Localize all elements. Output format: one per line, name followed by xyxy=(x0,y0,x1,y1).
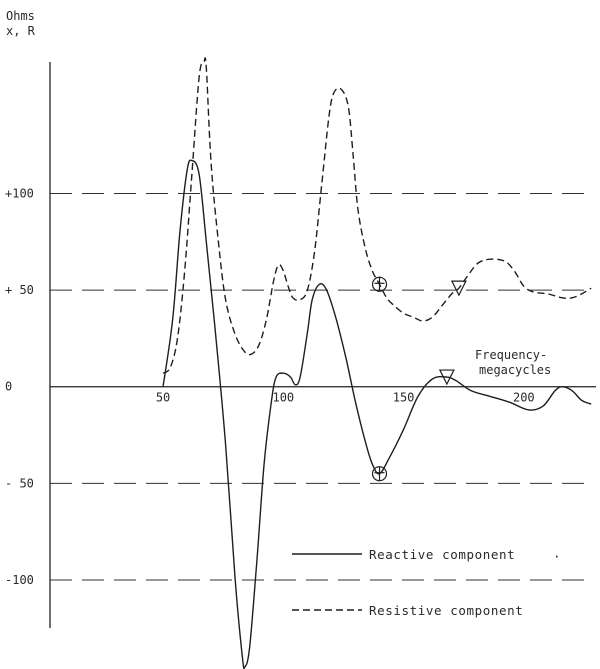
y-axis-title-line1: Ohms xyxy=(6,9,35,23)
x-tick-label: 150 xyxy=(393,391,415,405)
x-tick-label: 200 xyxy=(513,391,535,405)
circle-cross-marker xyxy=(371,466,388,482)
data-series xyxy=(162,57,592,669)
legend-label-resistive: Resistive component xyxy=(369,603,523,618)
x-tick-label: 100 xyxy=(272,391,294,405)
x-axis-title-line2: megacycles xyxy=(479,363,551,377)
tick-labels: +100 + 50 0 - 50 -100 50 100 150 200 xyxy=(5,186,535,587)
circle-cross-marker xyxy=(371,276,388,292)
y-tick-label: + 50 xyxy=(5,283,34,297)
triangle-down-marker xyxy=(438,369,455,386)
y-axis-title-line2: x, R xyxy=(6,24,36,38)
x-axis-title-line1: Frequency- xyxy=(475,348,547,362)
x-tick-label: 50 xyxy=(156,391,170,405)
y-tick-label: 0 xyxy=(5,380,12,394)
legend-label-reactive: Reactive component xyxy=(369,547,515,562)
axes xyxy=(49,62,596,628)
gridlines xyxy=(50,192,588,581)
y-tick-label: +100 xyxy=(5,186,34,200)
legend-stray-mark: · xyxy=(553,549,561,564)
y-tick-label: -100 xyxy=(5,573,34,587)
y-tick-label: - 50 xyxy=(5,476,34,490)
resistive-component-line xyxy=(162,57,592,374)
legend: Reactive component · Resistive component xyxy=(292,547,561,618)
reactive-component-line xyxy=(162,159,592,669)
data-markers xyxy=(371,276,467,482)
triangle-down-marker xyxy=(450,280,467,297)
